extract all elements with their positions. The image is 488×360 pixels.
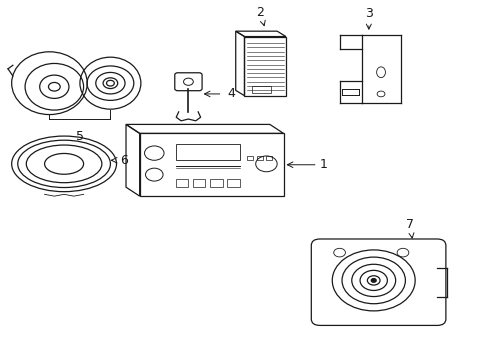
Text: 3: 3 (364, 8, 372, 29)
Text: 2: 2 (256, 6, 264, 26)
Text: 6: 6 (120, 154, 128, 167)
Bar (176, 179, 188, 187)
Circle shape (370, 279, 375, 282)
Bar (244, 37, 285, 96)
Bar (193, 179, 205, 187)
Bar (176, 144, 239, 160)
Bar (256, 156, 262, 160)
Bar (227, 179, 239, 187)
Text: 5: 5 (76, 130, 84, 143)
Text: 1: 1 (320, 158, 327, 171)
Bar (210, 179, 222, 187)
Bar (246, 156, 252, 160)
Text: 7: 7 (406, 218, 413, 238)
Bar (140, 134, 283, 196)
Bar (251, 86, 271, 93)
Bar (266, 156, 272, 160)
Text: 4: 4 (227, 87, 235, 100)
